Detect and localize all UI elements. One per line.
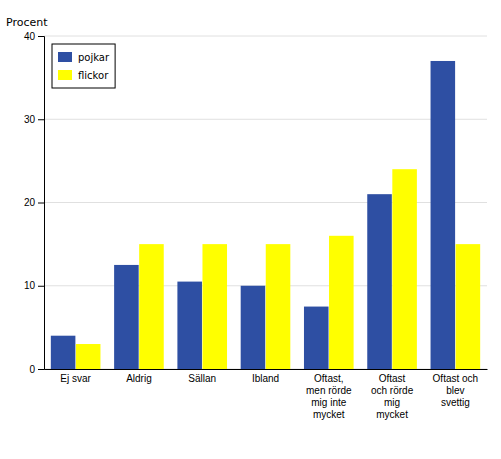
grid-line xyxy=(44,369,487,370)
plot: 0 10 20 30 40 Ej svar Aldrig Sällan Ibland Oftast… xyxy=(24,31,488,420)
legend-swatch xyxy=(58,70,72,80)
legend-label: pojkar xyxy=(78,52,110,63)
grid-line xyxy=(44,285,487,286)
y-tick-mark xyxy=(38,36,44,37)
x-tick-label-line: Ibland xyxy=(252,373,279,384)
legend-label: flickor xyxy=(78,70,109,81)
bar xyxy=(139,244,164,369)
y-tick-label: 30 xyxy=(24,114,36,125)
legend-item: pojkar xyxy=(58,52,110,63)
x-tick: Oftastoch rördemigmycket xyxy=(371,373,414,420)
x-tick-label-line: mig xyxy=(384,397,400,408)
y-tick-label: 0 xyxy=(29,364,35,375)
x-tick-label-line: Sällan xyxy=(188,373,216,384)
legend: pojkar flickor xyxy=(52,44,115,88)
x-tick: Ibland xyxy=(252,373,279,384)
x-tick-label-line: Aldrig xyxy=(126,373,152,384)
y-tick-mark xyxy=(38,369,44,370)
bar xyxy=(51,336,76,369)
x-tick-label: Sällan xyxy=(188,373,216,384)
bar xyxy=(114,265,139,369)
x-tick-label-line: men rörde xyxy=(306,385,352,396)
bar xyxy=(241,286,266,369)
bar xyxy=(431,61,456,369)
y-tick-label: 40 xyxy=(24,31,36,42)
x-tick-label-line: Oftast och xyxy=(433,373,479,384)
bar xyxy=(329,236,354,369)
bar xyxy=(76,344,101,369)
y-tick: 10 xyxy=(24,280,44,291)
x-tick-label-line: Oftast, xyxy=(314,373,343,384)
y-tick-label: 20 xyxy=(24,197,36,208)
x-tick-label-line: Ej svar xyxy=(60,373,91,384)
bar xyxy=(304,307,329,369)
x-tick-label: Oftastoch rördemigmycket xyxy=(371,373,414,420)
grid-line xyxy=(44,119,487,120)
bar xyxy=(456,244,481,369)
y-axis-label: Procent xyxy=(6,16,48,29)
bar xyxy=(177,282,202,369)
x-tick: Oftast ochblevsvettig xyxy=(433,373,479,408)
y-tick: 40 xyxy=(24,31,44,42)
x-tick-label-line: mycket xyxy=(376,409,408,420)
x-tick: Aldrig xyxy=(126,373,152,384)
grid-line xyxy=(44,36,487,37)
grid xyxy=(44,36,487,369)
x-tick-label-line: mig inte xyxy=(311,397,346,408)
y-tick-mark xyxy=(38,286,44,287)
x-tick-label-line: och rörde xyxy=(371,385,414,396)
bar xyxy=(367,194,392,369)
y-axis: 0 10 20 30 40 xyxy=(24,31,45,375)
x-tick-label: Oftast,men rördemig intemycket xyxy=(306,373,352,420)
bar xyxy=(392,169,417,369)
x-tick: Sällan xyxy=(188,373,216,384)
x-tick-label: Ibland xyxy=(252,373,279,384)
legend-item: flickor xyxy=(58,70,109,81)
y-tick: 0 xyxy=(29,364,44,375)
bar xyxy=(202,244,227,369)
bar-series xyxy=(76,169,480,369)
x-tick: Oftast,men rördemig intemycket xyxy=(306,373,352,420)
x-tick-label: Ej svar xyxy=(60,373,91,384)
y-axis-line xyxy=(38,37,45,370)
y-tick-mark xyxy=(38,119,44,120)
y-tick: 20 xyxy=(24,197,44,208)
x-tick-label: Oftast ochblevsvettig xyxy=(433,373,479,408)
chart: 0 10 20 30 40 Ej svar Aldrig Sällan Ibland Oftast… xyxy=(0,0,501,459)
bars xyxy=(51,61,480,369)
x-tick-label-line: svettig xyxy=(441,397,470,408)
legend-frame xyxy=(52,44,115,88)
y-tick: 30 xyxy=(24,114,44,125)
x-tick: Ej svar xyxy=(60,373,91,384)
x-axis: Ej svar Aldrig Sällan Ibland Oftast,men rörd… xyxy=(45,370,488,421)
grid-line xyxy=(44,202,487,203)
x-tick-label: Aldrig xyxy=(126,373,152,384)
x-axis-line xyxy=(45,369,488,370)
y-tick-mark xyxy=(38,203,44,204)
legend-swatch xyxy=(58,52,72,62)
x-tick-label-line: blev xyxy=(446,385,464,396)
x-tick-label-line: Oftast xyxy=(379,373,406,384)
bar-series xyxy=(51,61,455,369)
y-tick-label: 10 xyxy=(24,280,36,291)
x-tick-label-line: mycket xyxy=(313,409,345,420)
bar xyxy=(266,244,291,369)
